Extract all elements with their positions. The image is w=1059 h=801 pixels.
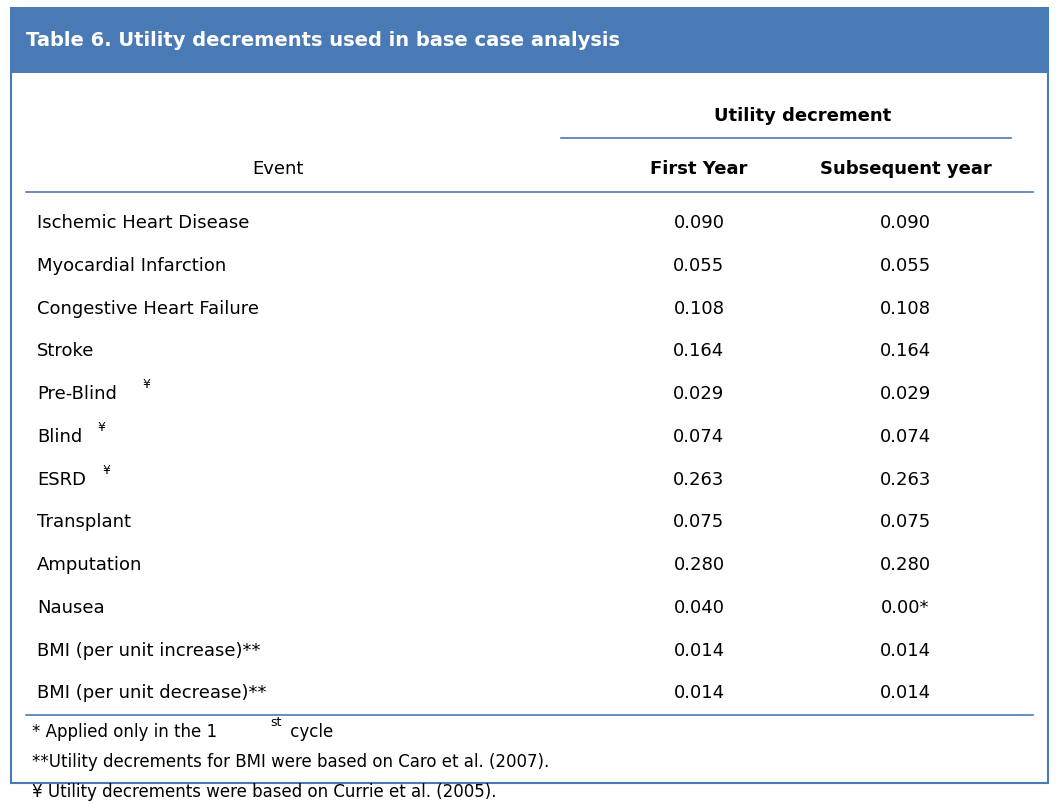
Text: Utility decrement: Utility decrement bbox=[714, 107, 891, 125]
Text: ¥: ¥ bbox=[97, 421, 106, 434]
Text: **Utility decrements for BMI were based on Caro et al. (2007).: **Utility decrements for BMI were based … bbox=[32, 753, 549, 771]
Text: Pre-Blind: Pre-Blind bbox=[37, 385, 116, 403]
Text: 0.014: 0.014 bbox=[880, 642, 931, 659]
Bar bbox=[11, 8, 1048, 73]
Text: 0.029: 0.029 bbox=[674, 385, 724, 403]
Text: Table 6. Utility decrements used in base case analysis: Table 6. Utility decrements used in base… bbox=[26, 31, 621, 50]
Text: 0.263: 0.263 bbox=[880, 470, 931, 489]
Text: Nausea: Nausea bbox=[37, 599, 105, 617]
Text: cycle: cycle bbox=[285, 723, 334, 741]
Text: Stroke: Stroke bbox=[37, 342, 94, 360]
Text: st: st bbox=[271, 716, 282, 729]
Text: 0.108: 0.108 bbox=[880, 300, 931, 318]
Text: 0.280: 0.280 bbox=[674, 556, 724, 574]
Text: 0.263: 0.263 bbox=[674, 470, 724, 489]
Text: 0.075: 0.075 bbox=[880, 513, 931, 531]
Text: 0.029: 0.029 bbox=[880, 385, 931, 403]
Text: 0.108: 0.108 bbox=[674, 300, 724, 318]
Text: Transplant: Transplant bbox=[37, 513, 131, 531]
Text: 0.074: 0.074 bbox=[674, 428, 724, 446]
Text: First Year: First Year bbox=[650, 159, 748, 178]
Text: ¥: ¥ bbox=[142, 378, 150, 391]
Text: Amputation: Amputation bbox=[37, 556, 143, 574]
Text: Event: Event bbox=[252, 159, 304, 178]
Text: 0.164: 0.164 bbox=[880, 342, 931, 360]
Text: Congestive Heart Failure: Congestive Heart Failure bbox=[37, 300, 259, 318]
Text: 0.014: 0.014 bbox=[880, 684, 931, 702]
Text: Subsequent year: Subsequent year bbox=[820, 159, 991, 178]
Text: 0.164: 0.164 bbox=[674, 342, 724, 360]
Text: ESRD: ESRD bbox=[37, 470, 86, 489]
Text: 0.090: 0.090 bbox=[674, 214, 724, 232]
Text: BMI (per unit decrease)**: BMI (per unit decrease)** bbox=[37, 684, 267, 702]
Text: ¥ Utility decrements were based on Currie et al. (2005).: ¥ Utility decrements were based on Curri… bbox=[32, 783, 497, 801]
Text: 0.014: 0.014 bbox=[674, 642, 724, 659]
Text: 0.014: 0.014 bbox=[674, 684, 724, 702]
Text: 0.075: 0.075 bbox=[674, 513, 724, 531]
Text: 0.040: 0.040 bbox=[674, 599, 724, 617]
Text: Blind: Blind bbox=[37, 428, 83, 446]
Text: * Applied only in the 1: * Applied only in the 1 bbox=[32, 723, 217, 741]
Text: 0.280: 0.280 bbox=[880, 556, 931, 574]
Text: ¥: ¥ bbox=[103, 464, 110, 477]
Text: 0.00*: 0.00* bbox=[881, 599, 930, 617]
Text: Myocardial Infarction: Myocardial Infarction bbox=[37, 257, 227, 275]
Text: BMI (per unit increase)**: BMI (per unit increase)** bbox=[37, 642, 261, 659]
Text: 0.055: 0.055 bbox=[880, 257, 931, 275]
Text: Ischemic Heart Disease: Ischemic Heart Disease bbox=[37, 214, 250, 232]
Text: 0.055: 0.055 bbox=[674, 257, 724, 275]
Text: 0.074: 0.074 bbox=[880, 428, 931, 446]
Text: 0.090: 0.090 bbox=[880, 214, 931, 232]
